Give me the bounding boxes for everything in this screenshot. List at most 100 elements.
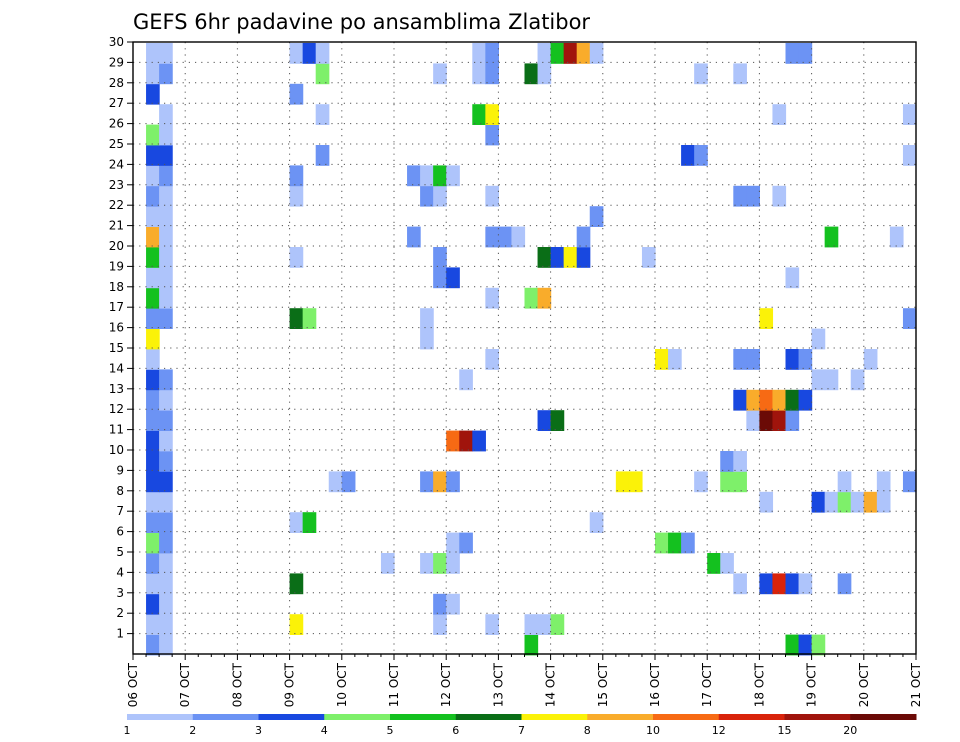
heatmap-cell <box>420 471 434 493</box>
y-tick-label: 25 <box>109 137 124 151</box>
heatmap-cell <box>811 491 826 513</box>
y-tick-label: 11 <box>109 423 124 437</box>
heatmap-cell <box>146 247 160 268</box>
heatmap-cell <box>733 389 747 411</box>
heatmap-cell <box>746 185 760 207</box>
y-axis-ticks: 1234567891011121314151617181920212223242… <box>109 35 133 641</box>
heatmap-cell <box>811 328 826 350</box>
heatmap-cell <box>824 369 839 391</box>
x-tick-label: 21 OCT <box>909 662 923 707</box>
heatmap-cell <box>146 410 160 431</box>
y-tick-label: 14 <box>109 361 124 375</box>
y-tick-label: 8 <box>116 484 124 498</box>
heatmap-cell <box>159 104 173 125</box>
heatmap-cell <box>159 124 173 146</box>
heatmap-cells <box>146 43 917 656</box>
heatmap-cell <box>837 471 852 493</box>
colorbar-swatch <box>192 714 259 720</box>
heatmap-cell <box>902 104 917 125</box>
heatmap-cell <box>146 491 160 513</box>
heatmap-cell <box>159 593 173 615</box>
y-tick-label: 20 <box>109 239 124 253</box>
heatmap-cell <box>902 308 917 329</box>
heatmap-cell <box>837 491 852 513</box>
heatmap-cell <box>746 389 760 411</box>
y-tick-label: 15 <box>109 341 124 355</box>
heatmap-cell <box>785 43 800 64</box>
heatmap-cell <box>146 267 160 289</box>
heatmap-cell <box>589 206 604 227</box>
heatmap-cell <box>146 430 160 452</box>
heatmap-cell <box>433 614 447 635</box>
heatmap-cell <box>302 43 317 64</box>
heatmap-cell <box>146 573 160 595</box>
heatmap-cell <box>433 185 447 207</box>
heatmap-cell <box>420 165 434 187</box>
y-tick-label: 9 <box>116 463 124 477</box>
y-tick-label: 12 <box>109 402 124 416</box>
heatmap-cell <box>641 247 656 268</box>
colorbar-swatch <box>653 714 720 720</box>
heatmap-cell <box>146 532 160 554</box>
heatmap-cell <box>785 573 800 595</box>
heatmap-cell <box>433 63 447 85</box>
heatmap-cell <box>772 410 787 431</box>
heatmap-cell <box>289 83 304 105</box>
heatmap-cell <box>407 165 421 187</box>
heatmap-cell <box>289 43 304 64</box>
heatmap-cell <box>159 573 173 595</box>
heatmap-cell <box>733 451 747 472</box>
heatmap-cell <box>159 226 173 248</box>
heatmap-cell <box>772 573 787 595</box>
heatmap-cell <box>315 43 330 64</box>
heatmap-cell <box>159 63 173 85</box>
x-tick-label: 17 OCT <box>700 662 714 707</box>
colorbar-swatch <box>784 714 851 720</box>
x-tick-label: 09 OCT <box>283 662 297 707</box>
heatmap-cell <box>837 573 852 595</box>
heatmap-cell <box>537 247 552 268</box>
colorbar-label: 12 <box>712 724 726 737</box>
heatmap-cell <box>472 430 486 452</box>
heatmap-cell <box>289 512 304 533</box>
heatmap-cell <box>146 634 160 656</box>
y-tick-label: 1 <box>116 627 124 641</box>
heatmap-cell <box>146 349 160 370</box>
y-tick-label: 30 <box>109 35 124 49</box>
heatmap-cell <box>146 165 160 187</box>
heatmap-cell <box>146 471 160 493</box>
y-tick-label: 2 <box>116 606 124 620</box>
heatmap-cell <box>315 104 330 125</box>
heatmap-cell <box>746 410 760 431</box>
heatmap-cell <box>446 430 460 452</box>
heatmap-cell <box>146 43 160 64</box>
heatmap-cell <box>446 471 460 493</box>
heatmap-cell <box>811 634 826 656</box>
y-tick-label: 18 <box>109 280 124 294</box>
heatmap-cell <box>289 185 304 207</box>
heatmap-cell <box>146 124 160 146</box>
heatmap-cell <box>446 553 460 574</box>
colorbar-label: 4 <box>321 724 328 737</box>
heatmap-cell <box>159 185 173 207</box>
heatmap-cell <box>146 328 160 350</box>
heatmap-cell <box>472 43 486 64</box>
y-tick-label: 3 <box>116 586 124 600</box>
heatmap-cell <box>341 471 356 493</box>
heatmap-cell <box>433 267 447 289</box>
colorbar-label: 7 <box>518 724 525 737</box>
heatmap-cell <box>524 287 539 309</box>
heatmap-cell <box>146 287 160 309</box>
heatmap-cell <box>315 63 330 85</box>
heatmap-cell <box>772 185 787 207</box>
heatmap-cell <box>159 247 173 268</box>
heatmap-cell <box>459 369 473 391</box>
heatmap-cell <box>824 226 839 248</box>
heatmap-cell <box>146 145 160 166</box>
heatmap-cell <box>433 593 447 615</box>
heatmap-cell <box>550 410 565 431</box>
heatmap-cell <box>811 369 826 391</box>
heatmap-cell <box>537 43 552 64</box>
x-tick-label: 16 OCT <box>648 662 662 707</box>
heatmap-cell <box>146 512 160 533</box>
